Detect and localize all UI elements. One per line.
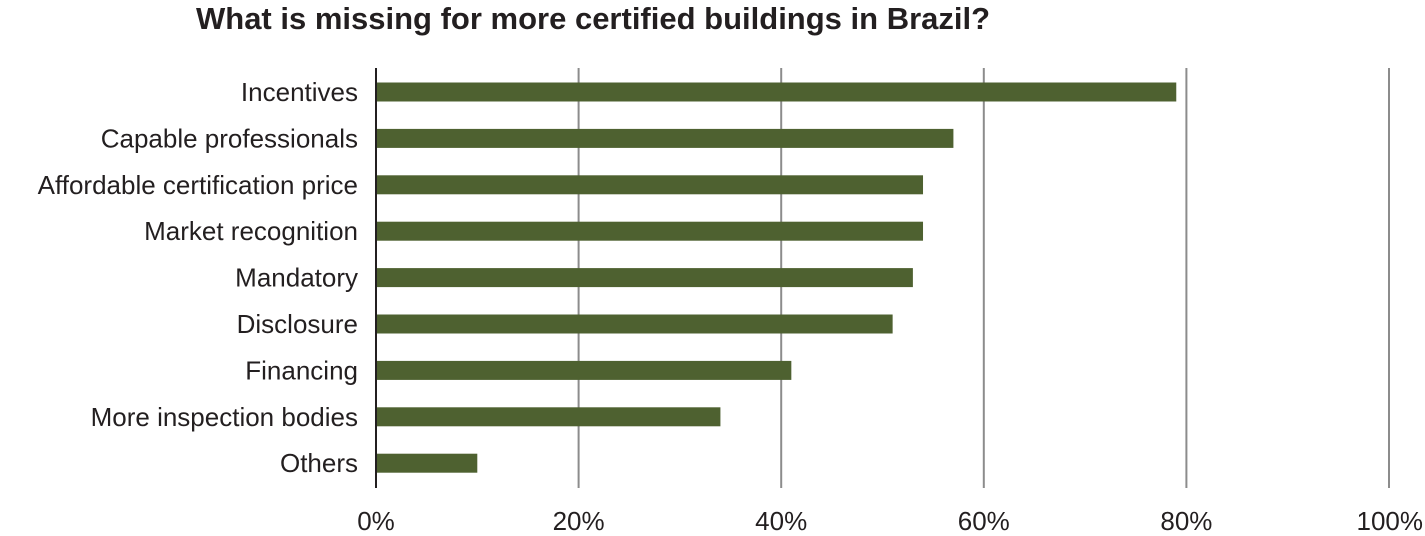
chart-title: What is missing for more certified build…: [196, 1, 991, 36]
category-label: Market recognition: [144, 216, 358, 246]
bar-mandatory: [376, 268, 913, 288]
bar-capable-professionals: [376, 128, 954, 148]
category-label: Incentives: [241, 77, 358, 107]
bar-others: [376, 453, 478, 473]
x-tick-label: 80%: [1160, 506, 1212, 536]
category-label: Disclosure: [237, 309, 358, 339]
x-tick-label: 0%: [357, 506, 395, 536]
category-label: Affordable certification price: [38, 170, 358, 200]
category-label: Others: [280, 448, 358, 478]
x-tick-label: 60%: [958, 506, 1010, 536]
category-label: Capable professionals: [101, 123, 358, 153]
bar-more-inspection-bodies: [376, 407, 721, 427]
category-label: More inspection bodies: [91, 402, 358, 432]
bar-incentives: [376, 82, 1177, 102]
category-label: Mandatory: [235, 263, 358, 293]
category-labels: Incentives Capable professionals Affordabl…: [38, 77, 358, 478]
x-tick-label: 40%: [755, 506, 807, 536]
tick-labels: 0% 20% 40% 60% 80% 100%: [357, 506, 1423, 536]
x-tick-label: 20%: [553, 506, 605, 536]
bar-market-recognition: [376, 221, 924, 241]
bar-disclosure: [376, 314, 893, 334]
bar-financing: [376, 360, 792, 380]
bars: [376, 82, 1177, 473]
category-label: Financing: [245, 355, 358, 385]
x-tick-label: 100%: [1357, 506, 1424, 536]
bar-affordable-certification-price: [376, 175, 924, 195]
